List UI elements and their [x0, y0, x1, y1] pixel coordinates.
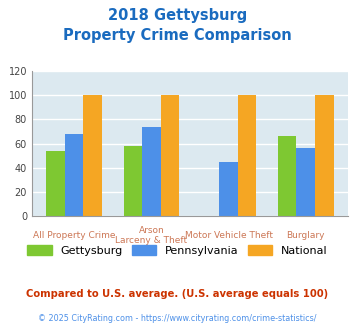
Bar — [296, 148, 315, 216]
Text: Arson: Arson — [138, 226, 164, 235]
Text: Burglary: Burglary — [286, 231, 325, 240]
Text: 2018 Gettysburg: 2018 Gettysburg — [108, 8, 247, 23]
Text: © 2025 CityRating.com - https://www.cityrating.com/crime-statistics/: © 2025 CityRating.com - https://www.city… — [38, 314, 317, 323]
Legend: Gettysburg, Pennsylvania, National: Gettysburg, Pennsylvania, National — [23, 240, 332, 260]
Text: All Property Crime: All Property Crime — [33, 231, 115, 240]
Text: Property Crime Comparison: Property Crime Comparison — [63, 28, 292, 43]
Bar — [124, 146, 142, 216]
Bar — [65, 134, 83, 216]
Text: Motor Vehicle Theft: Motor Vehicle Theft — [185, 231, 273, 240]
Bar — [160, 95, 179, 216]
Text: Larceny & Theft: Larceny & Theft — [115, 236, 187, 245]
Bar — [83, 95, 102, 216]
Bar — [278, 136, 296, 216]
Bar — [219, 162, 238, 216]
Bar — [46, 151, 65, 216]
Bar — [315, 95, 334, 216]
Bar — [142, 127, 160, 216]
Bar — [238, 95, 256, 216]
Text: Compared to U.S. average. (U.S. average equals 100): Compared to U.S. average. (U.S. average … — [26, 289, 329, 299]
